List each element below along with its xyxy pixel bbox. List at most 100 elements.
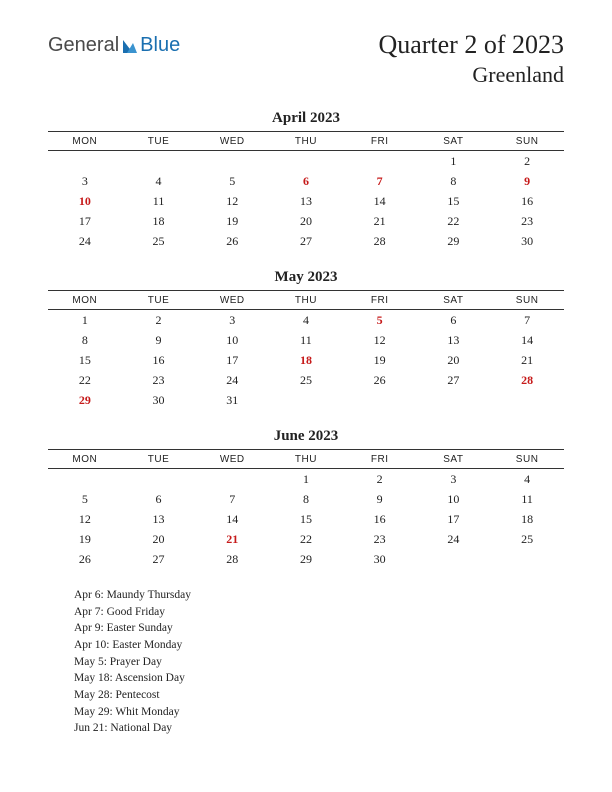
calendar-row: 12 <box>48 151 564 172</box>
calendar-cell: 21 <box>490 350 564 370</box>
calendar-cell: 8 <box>269 489 343 509</box>
calendar-cell: 6 <box>269 171 343 191</box>
calendar-cell <box>490 390 564 410</box>
calendar-row: 15161718192021 <box>48 350 564 370</box>
calendar-cell: 23 <box>122 370 196 390</box>
weekday-header: FRI <box>343 291 417 310</box>
weekday-header: TUE <box>122 132 196 151</box>
calendar-row: 891011121314 <box>48 330 564 350</box>
calendar-cell: 5 <box>48 489 122 509</box>
calendar-cell <box>195 151 269 172</box>
calendar-cell: 30 <box>343 549 417 569</box>
calendar-cell: 24 <box>48 231 122 251</box>
calendar-cell: 18 <box>122 211 196 231</box>
weekday-header: THU <box>269 132 343 151</box>
calendar-cell: 16 <box>490 191 564 211</box>
calendar-row: 24252627282930 <box>48 231 564 251</box>
calendar-cell <box>48 469 122 490</box>
calendar-cell: 24 <box>195 370 269 390</box>
calendar-cell: 11 <box>490 489 564 509</box>
calendar-cell: 10 <box>417 489 491 509</box>
month-title: April 2023 <box>48 110 564 127</box>
calendar-cell: 1 <box>269 469 343 490</box>
calendar-cell <box>269 390 343 410</box>
calendar-cell: 25 <box>490 529 564 549</box>
calendar-cell <box>195 469 269 490</box>
month-title: May 2023 <box>48 269 564 286</box>
calendar-cell: 23 <box>490 211 564 231</box>
calendar-row: 10111213141516 <box>48 191 564 211</box>
holiday-item: Apr 10: Easter Monday <box>74 637 564 654</box>
weekday-header: MON <box>48 450 122 469</box>
calendar-cell: 2 <box>343 469 417 490</box>
calendar-cell: 13 <box>417 330 491 350</box>
calendar-cell: 7 <box>195 489 269 509</box>
calendar-cell <box>48 151 122 172</box>
calendar-cell: 30 <box>490 231 564 251</box>
calendar-cell: 29 <box>48 390 122 410</box>
weekday-header: SAT <box>417 132 491 151</box>
weekday-header: FRI <box>343 132 417 151</box>
holiday-item: Apr 9: Easter Sunday <box>74 620 564 637</box>
calendar-cell: 4 <box>269 310 343 331</box>
calendar-cell: 27 <box>269 231 343 251</box>
weekday-header: MON <box>48 291 122 310</box>
page-subtitle: Greenland <box>378 62 564 88</box>
calendar-cell: 1 <box>48 310 122 331</box>
weekday-header: SAT <box>417 291 491 310</box>
calendar-cell: 3 <box>195 310 269 331</box>
calendar-cell: 29 <box>417 231 491 251</box>
calendar-cell <box>343 390 417 410</box>
calendar-row: 1234567 <box>48 310 564 331</box>
calendar-cell: 15 <box>269 509 343 529</box>
holiday-item: May 28: Pentecost <box>74 687 564 704</box>
month-title: June 2023 <box>48 428 564 445</box>
calendar-cell: 31 <box>195 390 269 410</box>
calendar-cell: 20 <box>417 350 491 370</box>
calendar-cell: 18 <box>269 350 343 370</box>
calendar-row: 2627282930 <box>48 549 564 569</box>
calendar-cell: 23 <box>343 529 417 549</box>
calendar-cell: 11 <box>122 191 196 211</box>
calendar-cell: 17 <box>195 350 269 370</box>
logo: General Blue <box>48 34 180 57</box>
calendar-cell: 18 <box>490 509 564 529</box>
calendar-cell: 13 <box>122 509 196 529</box>
calendar-cell: 28 <box>343 231 417 251</box>
calendar-cell <box>417 390 491 410</box>
weekday-header: WED <box>195 450 269 469</box>
calendar-cell: 28 <box>195 549 269 569</box>
calendar-cell <box>417 549 491 569</box>
calendar-cell: 25 <box>122 231 196 251</box>
calendar-cell: 4 <box>490 469 564 490</box>
calendar-cell: 9 <box>490 171 564 191</box>
calendar-table: MONTUEWEDTHUFRISATSUN1234567891011121314… <box>48 290 564 410</box>
calendar-cell: 16 <box>122 350 196 370</box>
calendar-cell: 29 <box>269 549 343 569</box>
holiday-item: Apr 6: Maundy Thursday <box>74 587 564 604</box>
calendar-cell: 20 <box>122 529 196 549</box>
calendar-cell: 26 <box>48 549 122 569</box>
calendar-cell <box>122 151 196 172</box>
calendar-cell <box>122 469 196 490</box>
calendar-row: 22232425262728 <box>48 370 564 390</box>
calendar-cell: 19 <box>48 529 122 549</box>
holidays-list: Apr 6: Maundy ThursdayApr 7: Good Friday… <box>48 587 564 737</box>
weekday-header: TUE <box>122 291 196 310</box>
calendar-row: 12131415161718 <box>48 509 564 529</box>
calendar-cell: 12 <box>48 509 122 529</box>
holiday-item: Jun 21: National Day <box>74 720 564 737</box>
calendar-row: 3456789 <box>48 171 564 191</box>
calendar-cell: 21 <box>195 529 269 549</box>
calendar-cell: 24 <box>417 529 491 549</box>
title-block: Quarter 2 of 2023 Greenland <box>378 30 564 88</box>
calendar-cell: 7 <box>343 171 417 191</box>
calendar-cell: 6 <box>417 310 491 331</box>
calendar-cell: 4 <box>122 171 196 191</box>
calendar-cell: 6 <box>122 489 196 509</box>
weekday-header: SUN <box>490 291 564 310</box>
calendar-cell: 26 <box>343 370 417 390</box>
calendar-cell: 12 <box>343 330 417 350</box>
holiday-item: Apr 7: Good Friday <box>74 604 564 621</box>
calendar-table: MONTUEWEDTHUFRISATSUN1234567891011121314… <box>48 449 564 569</box>
